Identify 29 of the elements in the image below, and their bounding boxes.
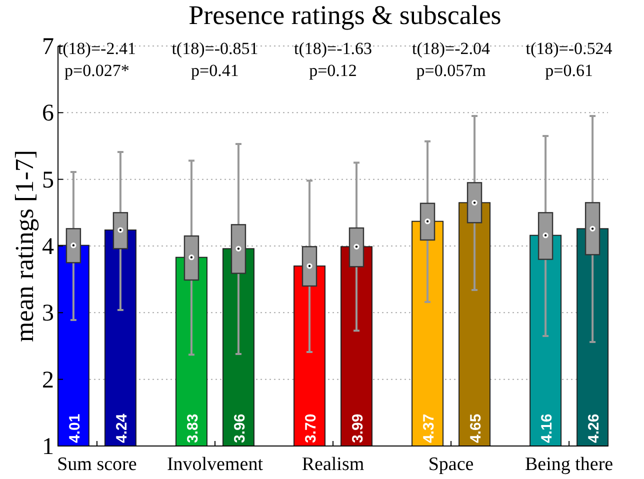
data-label: 4.65 bbox=[468, 414, 485, 443]
annotation: t(18)=-2.41 p=0.027* bbox=[58, 39, 136, 80]
annotation: t(18)=-0.851 p=0.41 bbox=[172, 39, 258, 80]
annotation: t(18)=-0.524 p=0.61 bbox=[526, 39, 613, 80]
y-tick-label: 1 bbox=[42, 434, 54, 460]
chart-title: Presence ratings & subscales bbox=[188, 0, 502, 30]
data-label: 3.70 bbox=[302, 414, 320, 443]
y-tick-label: 2 bbox=[42, 367, 54, 394]
data-label: 4.37 bbox=[420, 414, 438, 443]
x-tick-label: Realism bbox=[302, 454, 364, 475]
data-label: 4.01 bbox=[66, 414, 84, 443]
annotation: t(18)=-2.04 p=0.057m bbox=[412, 39, 491, 80]
data-label: 3.96 bbox=[231, 414, 248, 443]
x-tick-label: Sum score bbox=[57, 454, 137, 475]
y-tick-label: 6 bbox=[42, 100, 54, 127]
data-label: 3.99 bbox=[350, 414, 366, 443]
data-label: 4.16 bbox=[538, 414, 556, 443]
x-tick-label: Being there bbox=[524, 454, 614, 475]
y-tick-label: 3 bbox=[42, 300, 54, 327]
y-tick-label: 5 bbox=[42, 167, 54, 194]
y-tick-label: 4 bbox=[42, 234, 54, 260]
x-tick-label: Involvement bbox=[166, 454, 264, 475]
x-tick-label: Space bbox=[428, 454, 474, 475]
y-axis-title: mean ratings [1-7] bbox=[10, 150, 39, 342]
data-label: 4.24 bbox=[113, 413, 130, 443]
data-label: 4.26 bbox=[586, 414, 603, 443]
annotation: t(18)=-1.63 p=0.12 bbox=[294, 39, 372, 80]
y-tick-label: 7 bbox=[42, 34, 54, 60]
data-label: 3.83 bbox=[184, 414, 202, 443]
